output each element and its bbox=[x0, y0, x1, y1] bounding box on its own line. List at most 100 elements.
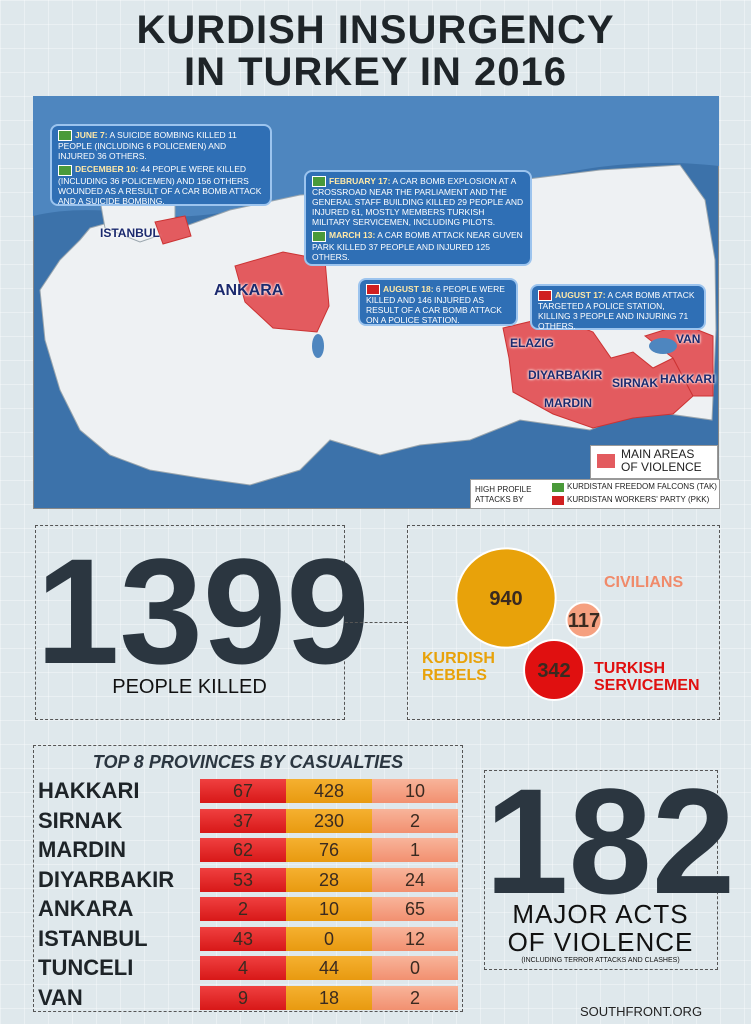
bubble-value: 117 bbox=[568, 610, 600, 632]
killed-box: 1399 PEOPLE KILLED bbox=[35, 525, 370, 720]
bubble-label: CIVILIANS bbox=[604, 574, 684, 591]
city-label: MARDIN bbox=[544, 396, 592, 410]
casualty-cell: 230 bbox=[286, 808, 372, 833]
attack-icon bbox=[366, 284, 380, 296]
callout-date: JUNE 7: bbox=[75, 130, 108, 140]
casualty-cell: 37 bbox=[200, 808, 286, 833]
city-label: DIYARBAKIR bbox=[528, 368, 603, 382]
callout-date: AUGUST 18: bbox=[383, 284, 434, 294]
footer: SOUTHFRONT.ORG bbox=[580, 1004, 703, 1019]
casualty-cell: 24 bbox=[372, 867, 458, 892]
casualty-cell: 76 bbox=[286, 838, 372, 862]
province-name: VAN bbox=[38, 984, 83, 1010]
acts-label: MAJOR ACTS bbox=[512, 899, 689, 929]
attack-icon bbox=[58, 130, 72, 142]
casualty-cell: 67 bbox=[200, 779, 286, 803]
casualty-cell: 428 bbox=[286, 779, 372, 803]
callout-text: A CAR BOMB EXPLOSION AT A CROSSROAD NEAR… bbox=[312, 176, 524, 228]
casualty-cell: 62 bbox=[200, 838, 286, 862]
casualty-cell: 0 bbox=[286, 926, 372, 951]
attack-icon bbox=[312, 176, 326, 188]
table-row: SIRNAK 37 230 2 bbox=[38, 807, 458, 833]
province-name: ANKARA bbox=[38, 896, 134, 921]
callout-text: A CAR BOMB ATTACK TARGETED A POLICE STAT… bbox=[538, 290, 695, 332]
casualty-cell: 12 bbox=[372, 926, 458, 951]
callout-date: DECEMBER 10: bbox=[75, 164, 139, 175]
table-row: ANKARA 2 10 65 bbox=[38, 897, 458, 921]
casualty-cell: 65 bbox=[372, 897, 458, 921]
callout-item: DECEMBER 10: 44 PEOPLE WERE KILLED (INCL… bbox=[58, 164, 264, 206]
casualty-cell: 2 bbox=[200, 897, 286, 921]
city-label: ELAZIG bbox=[510, 336, 554, 350]
legend-text: KURDISTAN FREEDOM FALCONS (TAK) bbox=[567, 482, 717, 491]
attack-icon bbox=[58, 164, 72, 176]
table-row: VAN 9 18 2 bbox=[38, 984, 458, 1010]
casualty-cell: 0 bbox=[372, 956, 458, 980]
casualty-cell: 10 bbox=[372, 779, 458, 803]
casualty-cell: 9 bbox=[200, 985, 286, 1010]
city-label: ANKARA bbox=[214, 282, 284, 299]
casualty-cell: 4 bbox=[200, 956, 286, 980]
province-name: SIRNAK bbox=[38, 807, 123, 833]
callout-text: 44 PEOPLE WERE KILLED (INCLUDING 36 POLI… bbox=[58, 164, 262, 206]
legend-text: HIGH PROFILE ATTACKS BY bbox=[475, 485, 532, 504]
attack-icon bbox=[538, 290, 552, 302]
legend-areas: MAIN AREAS OF VIOLENCE bbox=[590, 445, 718, 479]
killed-number: 1399 bbox=[36, 527, 370, 695]
callout: AUGUST 18: 6 PEOPLE WERE KILLED AND 146 … bbox=[358, 278, 518, 326]
bubble bbox=[565, 601, 603, 639]
connector bbox=[345, 622, 407, 623]
province-name: DIYARBAKIR bbox=[38, 866, 175, 892]
attack-icon bbox=[312, 230, 326, 242]
casualty-cell: 18 bbox=[286, 985, 372, 1010]
casualty-cell: 2 bbox=[372, 985, 458, 1010]
table-row: HAKKARI 67 428 10 bbox=[38, 779, 458, 803]
table-row: DIYARBAKIR 53 28 24 bbox=[38, 866, 458, 892]
acts-number: 182 bbox=[485, 757, 736, 925]
table-row: MARDIN 62 76 1 bbox=[38, 838, 458, 862]
callout-item: AUGUST 17: A CAR BOMB ATTACK TARGETED A … bbox=[538, 290, 698, 331]
legend-text: KURDISTAN WORKERS' PARTY (PKK) bbox=[567, 495, 710, 504]
province-name: ISTANBUL bbox=[38, 925, 148, 951]
acts-note: (INCLUDING TERROR ATTACKS AND CLASHES) bbox=[521, 957, 680, 964]
casualty-cell: 44 bbox=[286, 956, 372, 980]
bubble-label: TURKISH SERVICEMEN bbox=[594, 660, 700, 694]
casualty-cell: 43 bbox=[200, 926, 286, 951]
acts-label: OF VIOLENCE bbox=[507, 927, 694, 957]
casualty-cell: 10 bbox=[286, 897, 372, 921]
province-name: HAKKARI bbox=[38, 778, 140, 803]
bubble-label: KURDISH REBELS bbox=[422, 650, 495, 684]
callout: FEBRUARY 17: A CAR BOMB EXPLOSION AT A C… bbox=[304, 170, 532, 266]
casualty-cell: 2 bbox=[372, 808, 458, 833]
breakdown-box: 940 117 342 KURDISH REBELS CIVILIANS TURKI… bbox=[407, 525, 720, 720]
tak-icon bbox=[551, 482, 565, 493]
callout-item: MARCH 13: A CAR BOMB ATTACK NEAR GUVEN P… bbox=[312, 230, 524, 262]
callout-item: FEBRUARY 17: A CAR BOMB EXPLOSION AT A C… bbox=[312, 176, 524, 227]
city-label: VAN bbox=[676, 332, 701, 346]
callout: JUNE 7: A SUICIDE BOMBING KILLED 11 PEOP… bbox=[50, 124, 272, 206]
city-label: ISTANBUL bbox=[100, 226, 160, 240]
pkk-icon bbox=[551, 495, 565, 506]
table-row: TUNCELI 4 44 0 bbox=[38, 956, 458, 980]
callout-date: AUGUST 17: bbox=[555, 290, 606, 300]
title: KURDISH INSURGENCY bbox=[136, 8, 615, 52]
province-name: MARDIN bbox=[38, 837, 126, 862]
bubbles: 940 117 342 bbox=[455, 547, 603, 701]
callout-text: A SUICIDE BOMBING KILLED 11 PEOPLE (INCL… bbox=[58, 130, 237, 162]
province-name: TUNCELI bbox=[38, 955, 134, 980]
legend-swatch bbox=[597, 454, 615, 468]
callout-text: A CAR BOMB ATTACK NEAR GUVEN PARK KILLED… bbox=[312, 230, 523, 262]
bubble-value: 940 bbox=[489, 588, 522, 610]
bubble-value: 342 bbox=[537, 660, 570, 682]
casualty-cell: 28 bbox=[286, 867, 372, 892]
acts-box: 182 MAJOR ACTS OF VIOLENCE (INCLUDING TE… bbox=[484, 761, 735, 970]
bubble bbox=[455, 547, 557, 649]
city-label: HAKKARI bbox=[660, 372, 716, 386]
city-label: SIRNAK bbox=[612, 376, 659, 390]
legend-attacks: HIGH PROFILE ATTACKS BY KURDISTAN FREEDO… bbox=[470, 479, 720, 509]
casualty-cell: 53 bbox=[200, 867, 286, 892]
title: IN TURKEY IN 2016 bbox=[183, 50, 568, 94]
bubble bbox=[523, 639, 585, 701]
callout-item: JUNE 7: A SUICIDE BOMBING KILLED 11 PEOP… bbox=[58, 130, 264, 161]
